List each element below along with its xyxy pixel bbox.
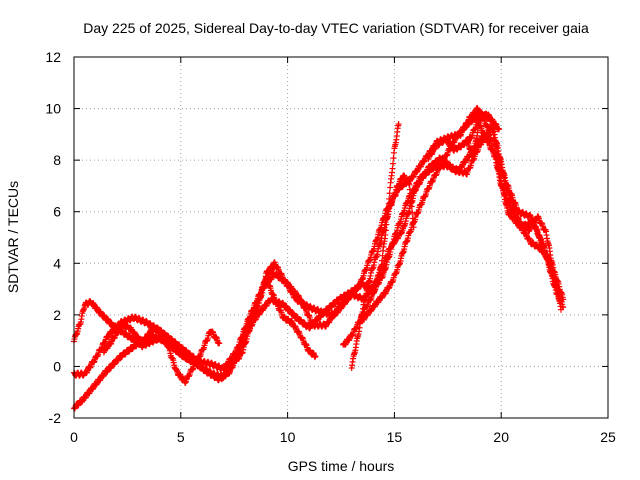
y-tick-label: 10	[45, 101, 61, 117]
y-tick-label: 12	[45, 49, 61, 65]
x-tick-label: 10	[280, 429, 296, 445]
y-tick-label: 8	[53, 152, 61, 168]
data-points	[71, 105, 567, 412]
series-sat-b	[71, 131, 567, 412]
y-axis-label: SDTVAR / TECUs	[5, 181, 21, 293]
x-tick-label: 0	[70, 429, 78, 445]
y-tick-label: 2	[53, 307, 61, 323]
x-tick-label: 15	[387, 429, 403, 445]
y-tick-label: 4	[53, 255, 61, 271]
x-tick-label: 25	[600, 429, 616, 445]
data-point	[389, 160, 396, 167]
y-tick-label: 0	[53, 358, 61, 374]
x-tick-label: 20	[493, 429, 509, 445]
x-tick-label: 5	[177, 429, 185, 445]
data-point	[560, 304, 567, 311]
y-tick-label: -2	[49, 410, 62, 426]
data-point	[390, 155, 397, 162]
x-axis-label: GPS time / hours	[288, 458, 395, 474]
y-tick-label: 6	[53, 204, 61, 220]
chart-title: Day 225 of 2025, Sidereal Day-to-day VTE…	[83, 20, 589, 36]
